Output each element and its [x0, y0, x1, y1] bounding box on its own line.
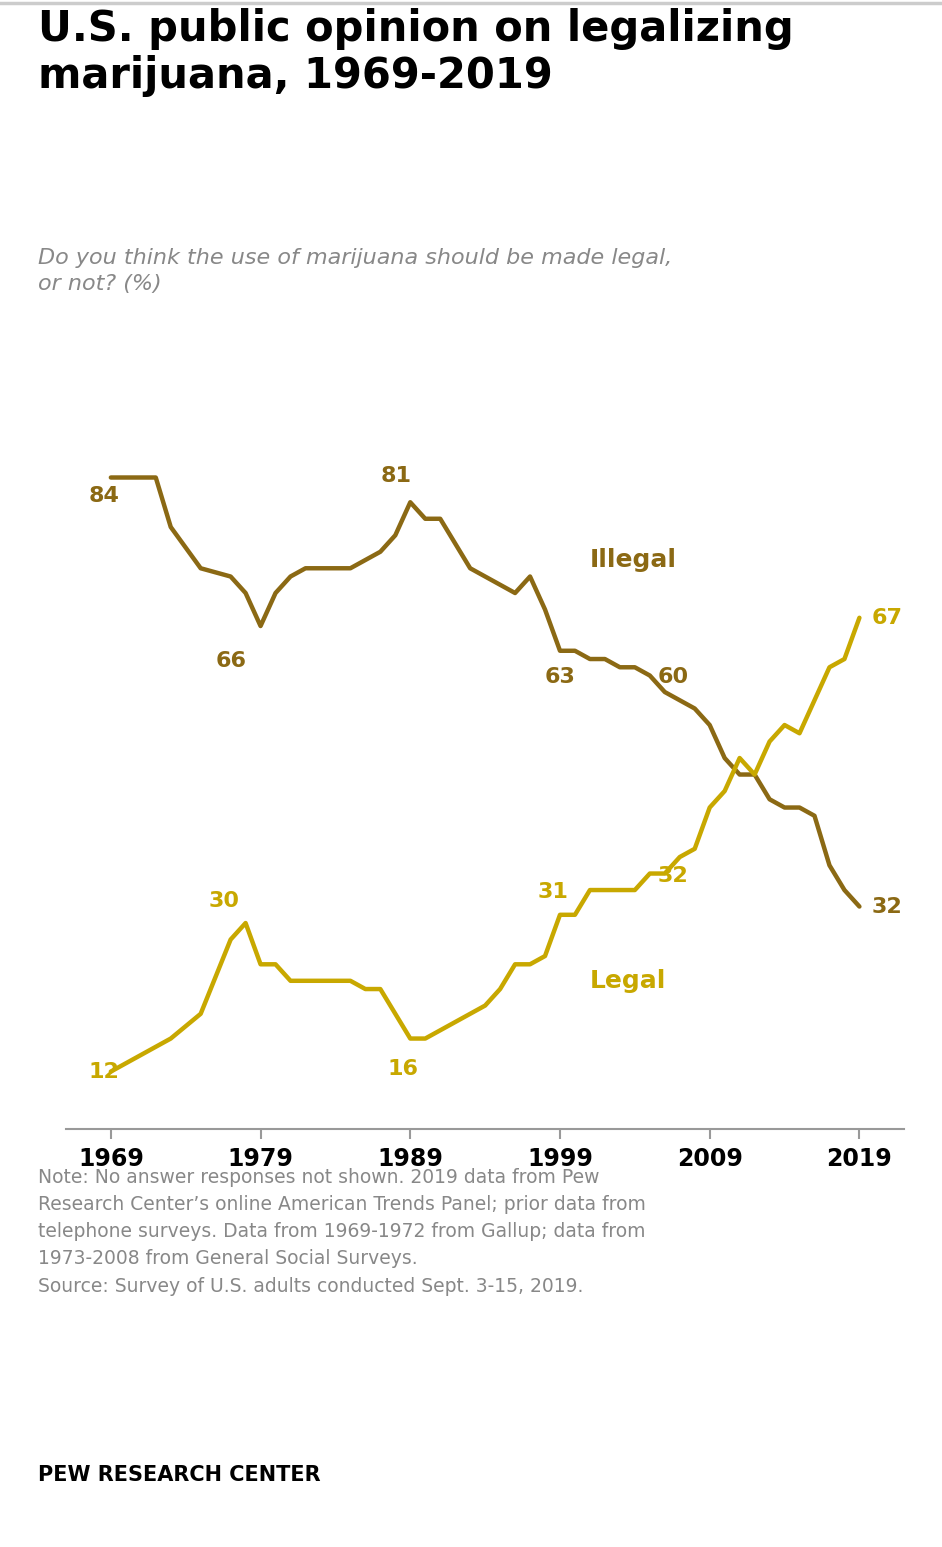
Text: 30: 30 — [208, 891, 239, 911]
Text: 67: 67 — [871, 608, 902, 628]
Text: Illegal: Illegal — [590, 548, 677, 572]
Text: 32: 32 — [871, 897, 902, 916]
Text: PEW RESEARCH CENTER: PEW RESEARCH CENTER — [38, 1465, 320, 1485]
Text: 16: 16 — [388, 1060, 419, 1080]
Text: 84: 84 — [89, 486, 120, 506]
Text: U.S. public opinion on legalizing
marijuana, 1969-2019: U.S. public opinion on legalizing mariju… — [38, 8, 793, 96]
Text: Do you think the use of marijuana should be made legal,
or not? (%): Do you think the use of marijuana should… — [38, 248, 672, 294]
Text: 32: 32 — [658, 866, 688, 886]
Text: 12: 12 — [89, 1061, 120, 1081]
Text: 60: 60 — [658, 667, 689, 687]
Text: 81: 81 — [381, 466, 412, 486]
Text: 31: 31 — [538, 882, 568, 902]
Text: 63: 63 — [545, 667, 576, 687]
Text: Note: No answer responses not shown. 2019 data from Pew
Research Center’s online: Note: No answer responses not shown. 201… — [38, 1168, 645, 1296]
Text: 66: 66 — [216, 651, 247, 671]
Text: Legal: Legal — [590, 968, 666, 993]
